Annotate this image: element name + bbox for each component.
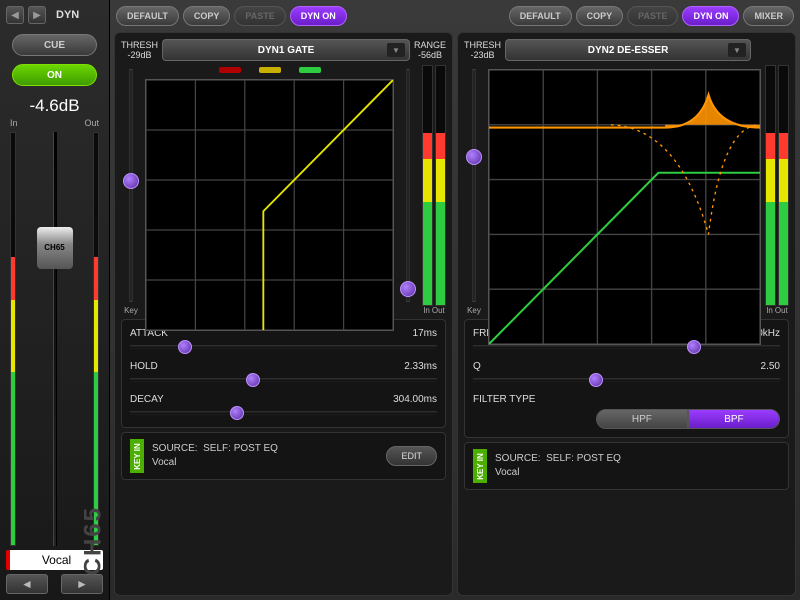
dyn1-thresh-label: THRESH [121, 40, 158, 50]
dyn-label: DYN [56, 9, 79, 21]
dyn1-thresh-value: -29dB [121, 50, 158, 60]
dyn2-keyin: KEY IN SOURCE: SELF: POST EQ Vocal [464, 442, 789, 490]
hpf-button[interactable]: HPF [596, 409, 688, 429]
db-value: -4.6dB [0, 96, 109, 116]
cue-button[interactable]: CUE [12, 34, 97, 56]
dyn1-range-slider[interactable] [398, 65, 418, 306]
bpf-button[interactable]: BPF [688, 409, 780, 429]
dyn1-io-meters [422, 65, 446, 306]
dyn1-source-value: SELF: POST EQ [203, 443, 278, 454]
dyn2-io-meters [765, 65, 789, 306]
in-label: In [10, 118, 18, 128]
prev-icon[interactable]: ◀ [6, 6, 24, 24]
page-next-button[interactable]: ► [61, 574, 103, 594]
out-label: Out [84, 118, 99, 128]
toolbar: DEFAULT COPY PASTE DYN ON DEFAULT COPY P… [110, 0, 800, 32]
filter-label: FILTER TYPE [473, 394, 535, 405]
dyn2-thresh-value: -23dB [464, 50, 501, 60]
dyn1-params: ATTACK17ms HOLD2.33ms DECAY304.00ms [121, 319, 446, 428]
dyn1-panel: THRESH-29dB DYN1 GATE ▼ RANGE-56dB Key [114, 32, 453, 596]
dyn1-thresh-slider[interactable] [121, 65, 141, 306]
default-button[interactable]: DEFAULT [116, 6, 179, 26]
copy-button[interactable]: COPY [183, 6, 231, 26]
dyn1-range-value: -56dB [414, 50, 446, 60]
edit-button[interactable]: EDIT [386, 446, 437, 466]
chevron-down-icon: ▼ [728, 43, 746, 57]
dyn1-range-label: RANGE [414, 40, 446, 50]
copy2-button[interactable]: COPY [576, 6, 624, 26]
key-label: Key [124, 306, 138, 315]
hold-label: HOLD [130, 361, 158, 372]
dyn2-type-dropdown[interactable]: DYN2 DE-ESSER ▼ [505, 39, 751, 61]
dyn2-graph [488, 69, 761, 345]
dyn1-status-lights [145, 67, 394, 73]
decay-label: DECAY [130, 394, 164, 405]
paste2-button: PASTE [627, 6, 678, 26]
channel-strip: ◀ ▶ DYN CUE ON -4.6dB In Out CH65 CH65 V… [0, 0, 110, 600]
dyn1-graph [145, 79, 394, 331]
page-prev-button[interactable]: ◄ [6, 574, 48, 594]
decay-slider[interactable] [130, 407, 437, 419]
filter-type-toggle[interactable]: HPF BPF [596, 409, 780, 429]
keyin-tab: KEY IN [130, 439, 144, 473]
hold-slider[interactable] [130, 374, 437, 386]
dyn1-keyin-name: Vocal [152, 456, 378, 470]
keyin-tab: KEY IN [473, 449, 487, 483]
mixer-button[interactable]: MIXER [743, 6, 794, 26]
attack-slider[interactable] [130, 341, 437, 353]
input-meter [10, 132, 16, 546]
q-slider[interactable] [473, 374, 780, 386]
dyn1-keyin: KEY IN SOURCE: SELF: POST EQ Vocal EDIT [121, 432, 446, 480]
freq-slider[interactable] [473, 341, 780, 353]
channel-vertical-label: CH65 [79, 506, 107, 575]
key-label: Key [467, 306, 481, 315]
chevron-down-icon: ▼ [387, 43, 405, 57]
output-meter [93, 132, 99, 546]
attack-value: 17ms [413, 328, 437, 339]
dyn2-thresh-slider[interactable] [464, 65, 484, 306]
default2-button[interactable]: DEFAULT [509, 6, 572, 26]
dyn2-panel: THRESH-23dB DYN2 DE-ESSER ▼ Key [457, 32, 796, 596]
decay-value: 304.00ms [393, 394, 437, 405]
hold-value: 2.33ms [404, 361, 437, 372]
q-label: Q [473, 361, 481, 372]
dyn2-thresh-label: THRESH [464, 40, 501, 50]
dynon2-button[interactable]: DYN ON [682, 6, 739, 26]
fader-knob[interactable]: CH65 [37, 227, 73, 269]
paste-button: PASTE [234, 6, 285, 26]
fader-area: CH65 CH65 [0, 132, 109, 546]
next-icon[interactable]: ▶ [28, 6, 46, 24]
dyn2-keyin-name: Vocal [495, 466, 780, 480]
dynon-button[interactable]: DYN ON [290, 6, 347, 26]
on-button[interactable]: ON [12, 64, 97, 86]
dyn2-source-value: SELF: POST EQ [546, 453, 621, 464]
fader-track[interactable] [53, 132, 57, 546]
q-value: 2.50 [761, 361, 780, 372]
dyn1-type-dropdown[interactable]: DYN1 GATE ▼ [162, 39, 410, 61]
